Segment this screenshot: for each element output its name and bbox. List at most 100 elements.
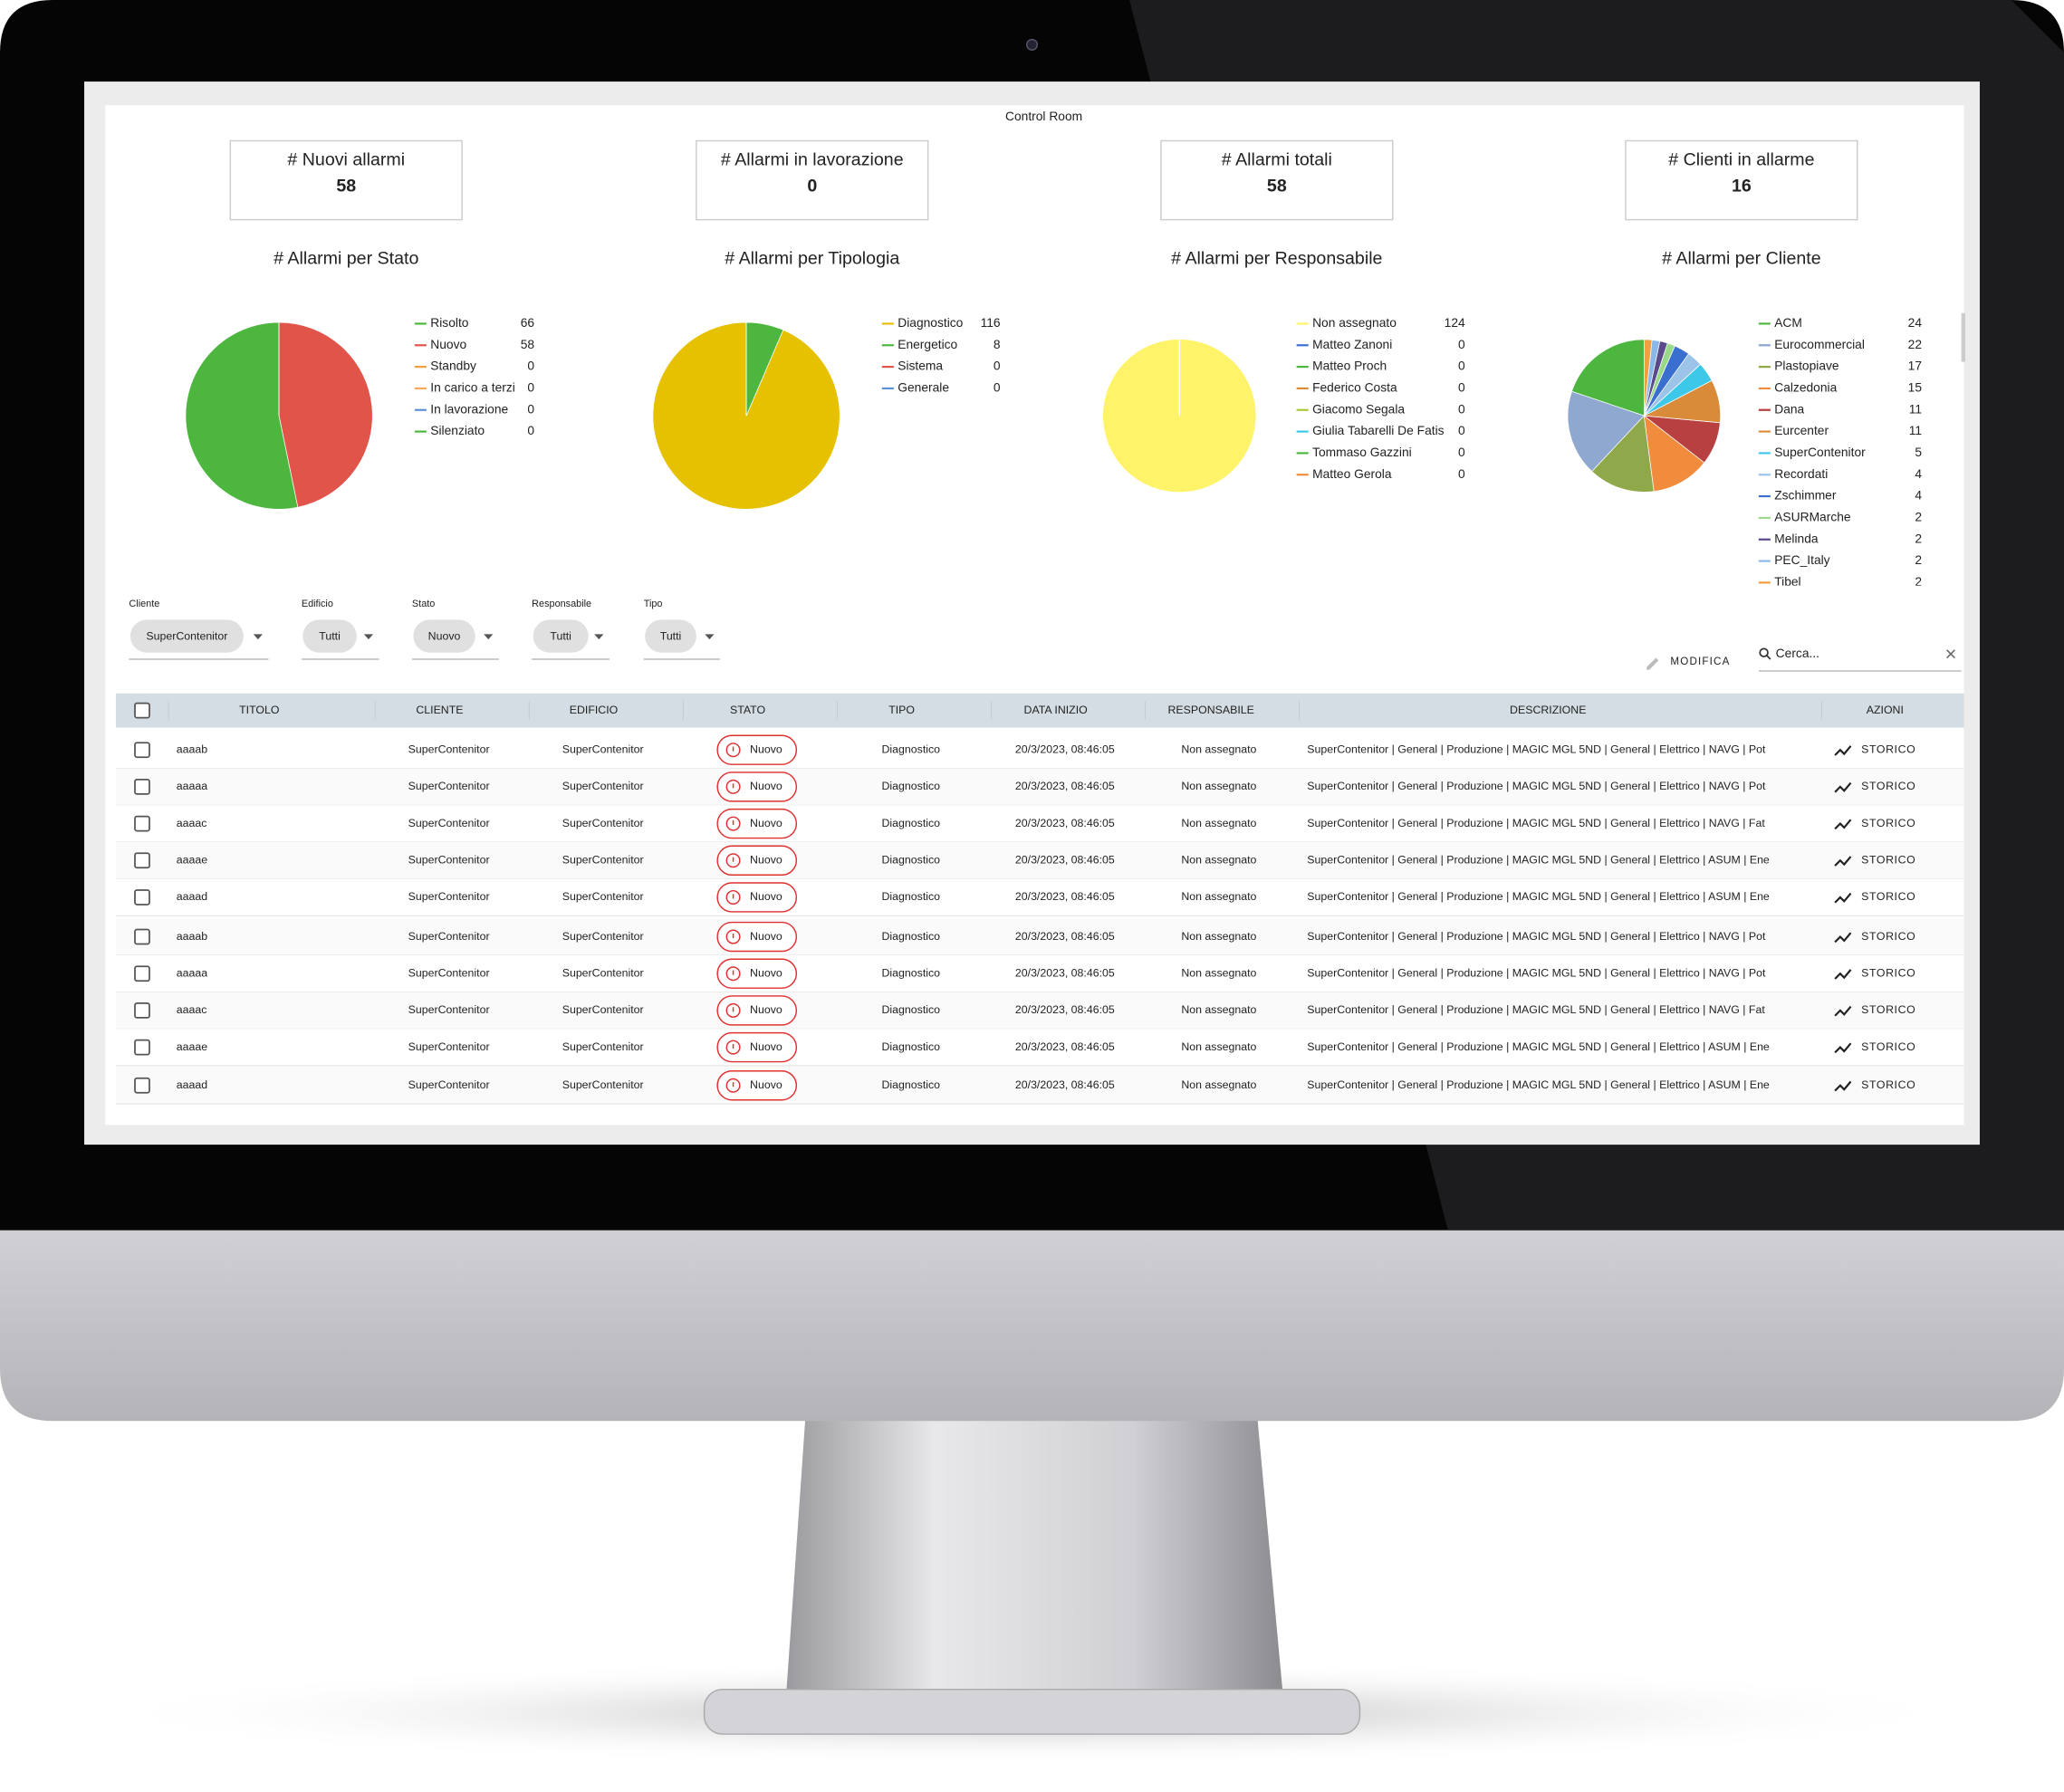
- column-header: DESCRIZIONE: [1510, 704, 1586, 716]
- edit-icon: [1646, 657, 1659, 670]
- legend-value: 66: [521, 316, 535, 330]
- kpi-label: # Allarmi in lavorazione: [721, 149, 904, 169]
- status-label: Nuovo: [750, 1078, 782, 1091]
- row-checkbox[interactable]: [134, 815, 150, 832]
- legend-value: 11: [1909, 424, 1922, 437]
- row-checkbox[interactable]: [134, 1002, 150, 1019]
- status-label: Nuovo: [750, 854, 782, 867]
- camera: [1025, 38, 1039, 51]
- legend: Non assegnato 124 Matteo Zanoni 0 Matteo Pro…: [1296, 316, 1465, 481]
- table-cell: aaaac: [177, 1003, 207, 1016]
- table-cell: SuperContenitor: [562, 743, 644, 755]
- history-label: STORICO: [1861, 817, 1915, 829]
- filter-dropdown[interactable]: Tutti: [532, 619, 610, 660]
- legend-label: Risolto: [430, 316, 469, 330]
- history-button[interactable]: STORICO: [1834, 854, 1915, 867]
- table-cell: SuperContenitor: [408, 854, 490, 867]
- table-cell: Non assegnato: [1181, 1040, 1256, 1053]
- history-icon: [1834, 932, 1852, 944]
- history-button[interactable]: STORICO: [1834, 966, 1915, 980]
- status-icon: [725, 779, 741, 794]
- filter-dropdown[interactable]: Tutti: [301, 619, 379, 660]
- legend-value: 22: [1908, 338, 1922, 351]
- row-checkbox[interactable]: [134, 1077, 150, 1094]
- legend-value: 2: [1915, 553, 1922, 567]
- table-cell: Diagnostico: [882, 743, 941, 755]
- legend-value: 0: [1458, 424, 1465, 437]
- pie-slice: [1643, 415, 1705, 493]
- history-icon: [1834, 969, 1852, 980]
- select-all-checkbox[interactable]: [134, 702, 150, 719]
- history-label: STORICO: [1861, 1040, 1915, 1053]
- legend-label: Eurcenter: [1774, 424, 1829, 437]
- status-label: Nuovo: [750, 890, 782, 903]
- history-button[interactable]: STORICO: [1834, 1040, 1915, 1054]
- legend-label: Nuovo: [430, 338, 466, 351]
- table-cell: aaaab: [177, 930, 207, 943]
- table-cell: Non assegnato: [1181, 1003, 1256, 1016]
- dropdown-caret: [705, 634, 715, 640]
- column-header: CLIENTE: [416, 704, 463, 716]
- legend-label: Diagnostico: [898, 316, 963, 330]
- row-checkbox[interactable]: [134, 779, 150, 795]
- filter-dropdown[interactable]: SuperContenitor: [129, 619, 269, 660]
- history-button[interactable]: STORICO: [1834, 1003, 1915, 1017]
- filter-chip[interactable]: [130, 619, 244, 653]
- history-button[interactable]: STORICO: [1834, 817, 1915, 830]
- kpi-value: 0: [807, 177, 817, 196]
- pie-slice: [1591, 415, 1655, 493]
- kpi-value: 58: [1267, 177, 1287, 196]
- history-icon: [1834, 781, 1852, 793]
- history-icon: [1834, 1080, 1852, 1092]
- history-icon: [1834, 745, 1852, 756]
- dropdown-caret: [363, 634, 374, 640]
- clear-search[interactable]: [1946, 649, 1955, 659]
- legend-value: 11: [1909, 402, 1922, 416]
- row-checkbox[interactable]: [134, 928, 150, 945]
- search-input[interactable]: Cerca...: [1776, 647, 1819, 660]
- row-checkbox[interactable]: [134, 1039, 150, 1056]
- legend-label: Federico Costa: [1312, 381, 1397, 395]
- legend-label: Non assegnato: [1312, 316, 1397, 330]
- history-button[interactable]: STORICO: [1834, 743, 1915, 756]
- history-label: STORICO: [1861, 743, 1915, 755]
- filter-label: Tipo: [644, 599, 663, 609]
- scrollbar: [1961, 312, 1965, 362]
- status-chip: [716, 771, 798, 802]
- row-checkbox[interactable]: [134, 965, 150, 982]
- table-cell: aaaac: [177, 817, 207, 829]
- row-checkbox[interactable]: [134, 852, 150, 869]
- history-button[interactable]: STORICO: [1834, 1078, 1915, 1092]
- filter-chip[interactable]: [533, 619, 589, 653]
- kpi-label: # Allarmi totali: [1222, 149, 1332, 169]
- row-checkbox[interactable]: [134, 742, 150, 759]
- table-cell: Diagnostico: [882, 854, 941, 867]
- column-header: EDIFICIO: [570, 704, 619, 716]
- chart-title: # Allarmi per Stato: [274, 248, 418, 268]
- table-cell: SuperContenitor | General | Produzione |…: [1307, 1040, 1770, 1053]
- filter-chip[interactable]: [302, 619, 357, 653]
- filter-chip[interactable]: [645, 619, 696, 653]
- history-button[interactable]: STORICO: [1834, 930, 1915, 944]
- filter-dropdown[interactable]: Nuovo: [411, 619, 499, 660]
- table-cell: SuperContenitor | General | Produzione |…: [1307, 890, 1770, 903]
- table-cell: SuperContenitor: [408, 1078, 490, 1091]
- filter-dropdown[interactable]: Tutti: [643, 619, 721, 660]
- search-icon-handle: [1765, 654, 1771, 660]
- row-checkbox[interactable]: [134, 889, 150, 906]
- table-cell: Non assegnato: [1181, 890, 1256, 903]
- history-label: STORICO: [1861, 1003, 1915, 1016]
- history-button[interactable]: STORICO: [1834, 890, 1915, 904]
- table-row: [115, 992, 1964, 1030]
- filter-chip[interactable]: [413, 619, 475, 653]
- table-cell: 20/3/2023, 08:46:05: [1015, 743, 1115, 755]
- pie-slice: [1643, 339, 1653, 417]
- edit-button[interactable]: MODIFICA: [1670, 656, 1730, 667]
- filter-value: Tutti: [319, 630, 341, 643]
- history-button[interactable]: STORICO: [1834, 780, 1915, 793]
- legend-value: 0: [527, 402, 534, 416]
- table-cell: SuperContenitor | General | Produzione |…: [1307, 817, 1765, 829]
- page-title: Control Room: [1005, 110, 1082, 123]
- table-cell: Diagnostico: [882, 930, 941, 943]
